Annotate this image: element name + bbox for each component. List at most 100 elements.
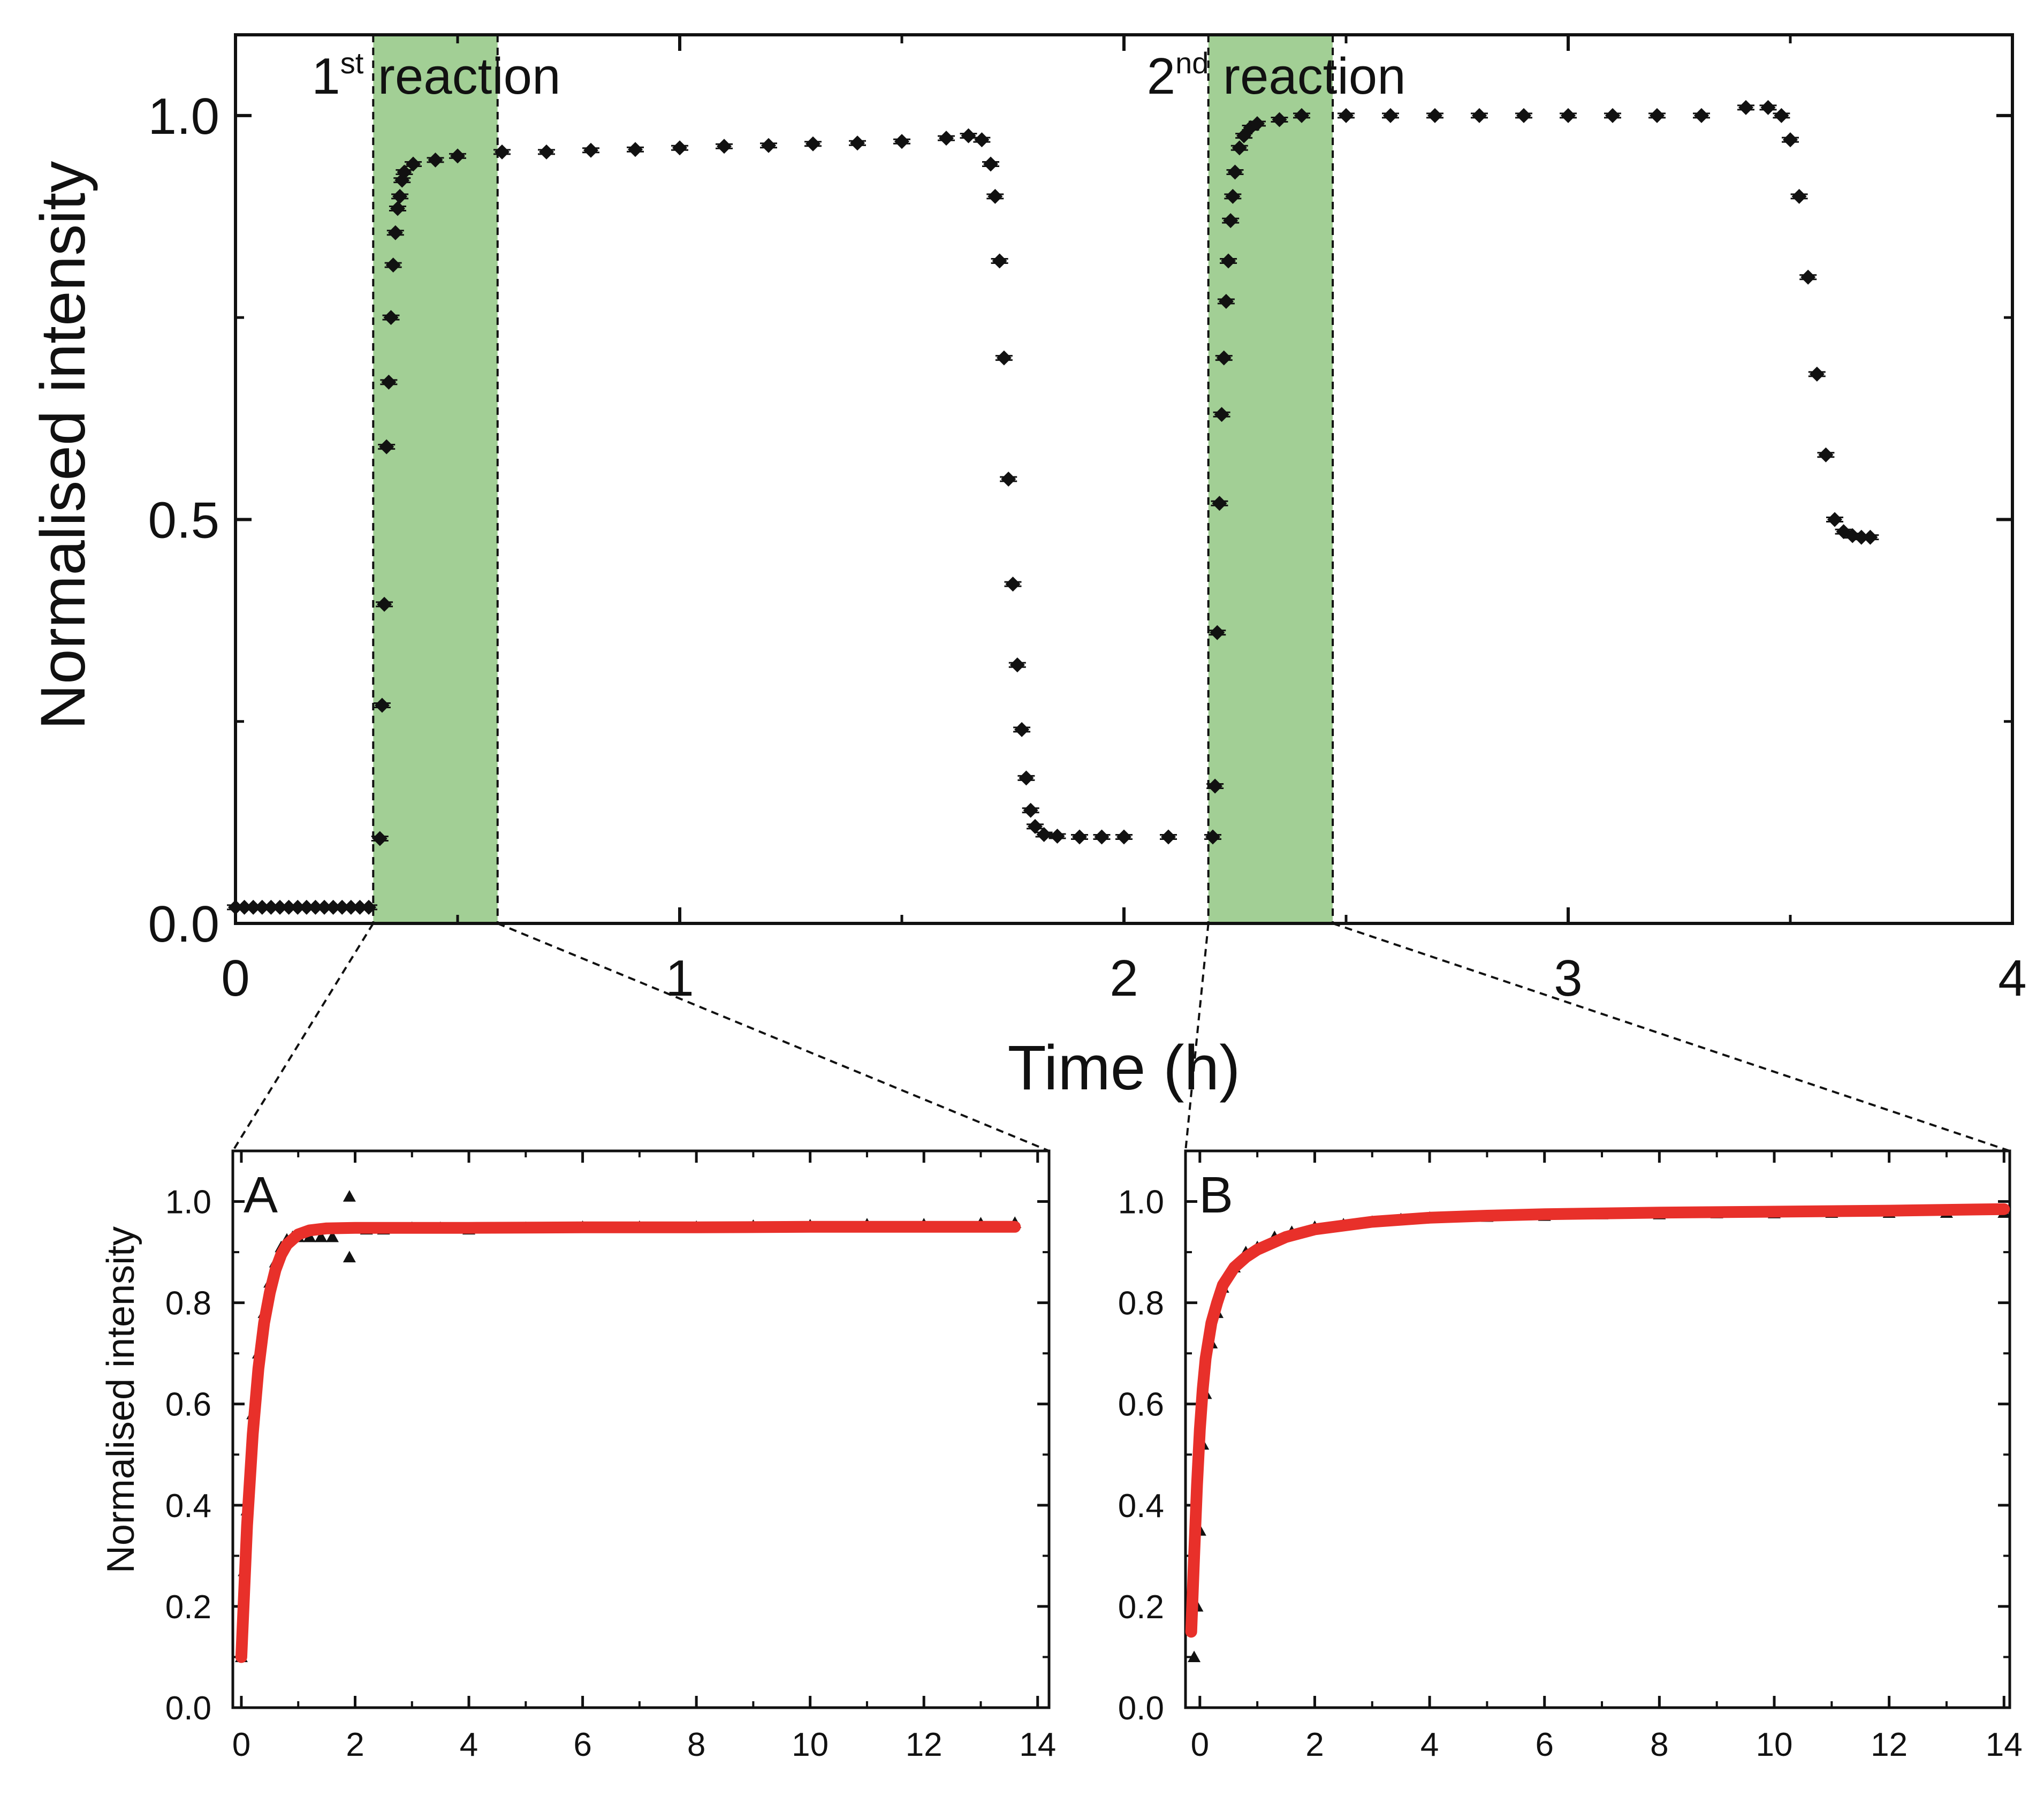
data-point: [263, 899, 279, 915]
data-point: [628, 142, 643, 157]
data-point: [343, 1190, 356, 1202]
data-point: [237, 899, 252, 915]
y-tick-label: 0.0: [148, 896, 219, 953]
x-tick-label: 6: [573, 1726, 591, 1763]
data-point: [1225, 188, 1241, 204]
data-point: [1216, 350, 1232, 366]
x-tick-label: 2: [346, 1726, 364, 1763]
inset-chart-b: 0 2 4 6 8 10 12 14 0.0 0.2 0.4 0.6 0.8 1.0 B: [1118, 1149, 2023, 1763]
inset-chart-a: 0 2 4 6 8 10 12 14 0.0 0.2 0.4 0.6 0.8 1.0 A Normalis…: [100, 1149, 1056, 1763]
y-tick-label: 0.8: [1118, 1285, 1164, 1322]
data-point: [374, 698, 390, 713]
data-point: [1774, 108, 1789, 123]
data-point: [1094, 829, 1110, 845]
data-point: [1218, 294, 1234, 309]
data-point: [1827, 512, 1842, 527]
zoom-connector-line: [232, 922, 375, 1152]
data-point: [450, 148, 465, 164]
data-point: [894, 134, 909, 149]
data-point: [325, 899, 341, 915]
inset-a-axis-ticks: 0 2 4 6 8 10 12 14 0.0 0.2 0.4 0.6 0.8 1.0: [165, 1150, 1056, 1763]
data-point: [1072, 829, 1087, 845]
x-tick-label: 14: [1986, 1726, 2023, 1763]
data-point: [379, 439, 394, 454]
x-tick-label: 1: [665, 950, 694, 1007]
y-tick-label: 0.6: [165, 1386, 211, 1423]
y-tick-label: 0.2: [1118, 1589, 1164, 1626]
data-point: [392, 188, 408, 204]
data-point: [381, 374, 397, 390]
x-tick-label: 14: [1019, 1726, 1056, 1763]
axis-ticks: 0 1 2 3 4 0.0 0.5 1.0: [148, 35, 2027, 1007]
data-point: [397, 164, 412, 180]
x-tick-label: 10: [792, 1726, 829, 1763]
main-chart: 0 1 2 3 40.00.51.0 1st reaction 2nd reaction …: [28, 33, 2027, 1152]
reaction-region-1: [373, 35, 498, 923]
data-point: [1212, 496, 1227, 511]
data-point: [1232, 140, 1247, 156]
data-point: [1516, 108, 1531, 123]
inset-a-panel-label: A: [244, 1166, 278, 1224]
y-tick-label: 0.8: [165, 1285, 211, 1322]
zoom-connector-line: [497, 922, 1050, 1152]
data-point: [385, 257, 401, 273]
data-point: [299, 899, 314, 915]
data-point: [983, 156, 998, 172]
data-point: [1014, 722, 1030, 737]
x-tick-label: 12: [906, 1726, 943, 1763]
y-tick-label: 0.5: [148, 491, 219, 549]
x-tick-label: 12: [1871, 1726, 1908, 1763]
region-labels: 1st reaction 2nd reaction: [311, 46, 1405, 105]
data-point: [672, 140, 687, 156]
data-point: [1472, 108, 1487, 123]
data-point: [343, 1250, 356, 1263]
x-tick-label: 4: [1998, 950, 2026, 1007]
data-point: [1272, 112, 1287, 127]
inset-b-panel-label: B: [1199, 1166, 1233, 1224]
x-tick-label: 2: [1305, 1726, 1324, 1763]
data-point: [1809, 366, 1825, 382]
data-point: [1221, 253, 1236, 269]
x-tick-label: 4: [1420, 1726, 1439, 1763]
data-point: [1783, 132, 1798, 148]
data-point: [1760, 100, 1776, 115]
data-point: [1023, 802, 1038, 818]
data-point: [1214, 407, 1229, 422]
reaction-region-2: [1208, 35, 1333, 923]
data-point: [281, 899, 297, 915]
data-point: [1791, 188, 1807, 204]
data-point: [1188, 1650, 1201, 1663]
data-point: [583, 142, 598, 158]
x-tick-label: 2: [1110, 950, 1138, 1007]
data-point: [314, 1230, 328, 1242]
data-point: [1561, 108, 1576, 123]
x-tick-label: 6: [1535, 1726, 1553, 1763]
data-point: [1050, 829, 1065, 844]
data-point: [1694, 108, 1709, 123]
inset-b-frame: [1184, 1149, 2011, 1709]
y-tick-label: 0.4: [165, 1488, 211, 1525]
data-point: [1427, 108, 1442, 123]
data-point: [1161, 829, 1176, 845]
data-point: [1028, 818, 1043, 834]
data-point: [1339, 108, 1354, 123]
data-point: [1019, 770, 1034, 786]
data-point: [1036, 827, 1052, 842]
data-point: [1818, 447, 1834, 463]
data-point: [1383, 108, 1398, 123]
data-point: [1005, 577, 1021, 592]
data-point: [761, 138, 776, 153]
data-point: [1738, 100, 1753, 115]
data-point: [974, 132, 990, 148]
data-point: [961, 128, 976, 143]
data-point: [987, 188, 1003, 204]
data-point: [1001, 472, 1016, 487]
data-point: [1853, 529, 1869, 545]
data-point: [1116, 829, 1131, 845]
data-point: [361, 899, 376, 915]
zoom-connector-lines: [232, 922, 2010, 1152]
data-point: [352, 899, 368, 915]
data-point: [1294, 108, 1309, 123]
data-point: [246, 899, 261, 915]
